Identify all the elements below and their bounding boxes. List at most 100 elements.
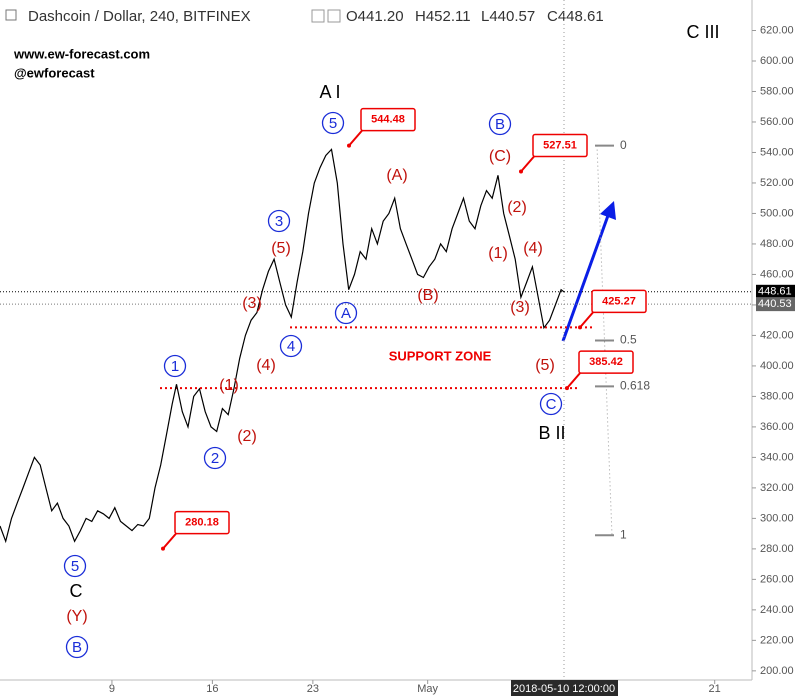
header: Dashcoin / Dollar, 240, BITFINEX O441.20… — [5, 8, 604, 80]
degree-label: B II — [538, 423, 565, 443]
wave-label: 5 — [329, 115, 337, 132]
ohlc-open: O441.20 — [346, 8, 404, 25]
level-dot — [161, 546, 165, 551]
wave-label: (2) — [237, 428, 257, 445]
level-pointer — [566, 372, 581, 389]
wave-circle — [163, 354, 187, 378]
wave-label: 3 — [275, 213, 283, 230]
wave-label: 1 — [171, 358, 179, 375]
y-tick-label: 200.00 — [760, 665, 794, 677]
y-tick-label: 580.00 — [760, 85, 794, 97]
y-tick-label: 480.00 — [760, 238, 794, 250]
price-line-series — [0, 148, 565, 544]
y-tick-label: 620.00 — [760, 24, 794, 36]
level-pointer — [579, 311, 594, 329]
forecast-arrow — [561, 209, 612, 342]
y-tick-label: 500.00 — [760, 207, 794, 219]
ohlc-high: H452.11 — [415, 8, 471, 25]
handle: @ewforecast — [14, 65, 95, 80]
y-tick-label: 280.00 — [760, 543, 794, 555]
wave-label: B — [72, 639, 82, 656]
fib-ratio: 1 — [620, 527, 627, 541]
price-tag — [756, 284, 795, 299]
wave-label: B — [495, 116, 505, 133]
price-tag-label: 440.53 — [758, 298, 792, 310]
y-tick-label: 420.00 — [760, 329, 794, 341]
wave-label: (3) — [242, 295, 262, 312]
wave-label: (3) — [510, 299, 530, 316]
cursor-tag — [511, 680, 618, 696]
wave-label: (Y) — [66, 608, 87, 625]
price-tag-label: 448.61 — [758, 286, 792, 298]
price-tag — [756, 297, 795, 312]
y-tick-label: 260.00 — [760, 573, 794, 585]
fib-ratio: 0 — [620, 138, 627, 152]
settings-icon — [327, 9, 341, 23]
level-box — [174, 510, 230, 535]
fib-ratio: 0.618 — [620, 379, 650, 393]
y-tick-label: 560.00 — [760, 116, 794, 128]
fib-connector — [596, 145, 613, 536]
level-pointer — [348, 129, 363, 147]
ohlc-close: C448.61 — [547, 8, 604, 25]
x-tick-label: May — [417, 683, 438, 695]
wave-label: 5 — [71, 558, 79, 575]
y-tick-label: 240.00 — [760, 604, 794, 616]
level-pointer — [520, 155, 535, 173]
wave-label: (4) — [256, 357, 276, 374]
wave-label: (4) — [523, 240, 543, 257]
wave-label: (5) — [271, 240, 291, 257]
y-tick-label: 220.00 — [760, 634, 794, 646]
degree-label: C III — [686, 22, 719, 42]
cursor-label: 2018-05-10 12:00:00 — [513, 683, 615, 695]
wave-label: (B) — [417, 287, 438, 304]
level-label: 527.51 — [543, 139, 577, 151]
y-tick-label: 360.00 — [760, 421, 794, 433]
wave-circle — [65, 635, 89, 659]
level-label: 544.48 — [371, 114, 405, 126]
level-box — [360, 107, 416, 132]
wave-label: (1) — [219, 377, 239, 394]
menu-icon — [5, 9, 17, 21]
wave-label: A — [341, 305, 351, 322]
level-label: 425.27 — [602, 295, 636, 307]
degree-label: A I — [319, 82, 340, 102]
wave-circle — [267, 209, 291, 233]
level-box — [578, 350, 634, 374]
y-tick-label: 400.00 — [760, 360, 794, 372]
y-axis-panel — [752, 0, 795, 696]
y-tick-label: 380.00 — [760, 390, 794, 402]
wave-label: (2) — [507, 199, 527, 216]
website: www.ew-forecast.com — [13, 46, 150, 61]
wave-circle — [539, 392, 563, 416]
level-dot — [347, 143, 351, 148]
level-label: 280.18 — [185, 517, 219, 529]
x-tick-label: 9 — [109, 683, 115, 695]
support-zone-label: SUPPORT ZONE — [389, 348, 492, 363]
wave-label: (5) — [535, 357, 555, 374]
x-tick-label: 16 — [206, 683, 218, 695]
y-tick-label: 600.00 — [760, 55, 794, 67]
wave-label: 2 — [211, 450, 219, 467]
level-box — [532, 133, 588, 158]
eye-icon — [311, 9, 325, 23]
y-tick-label: 460.00 — [760, 268, 794, 280]
y-tick-label: 540.00 — [760, 146, 794, 158]
x-tick-label: 23 — [307, 683, 319, 695]
y-tick-label: 520.00 — [760, 177, 794, 189]
y-tick-label: 340.00 — [760, 451, 794, 463]
wave-circle — [334, 301, 358, 325]
fib-ratio: 0.5 — [620, 333, 637, 347]
wave-label: (C) — [489, 148, 511, 165]
level-pointer — [162, 532, 177, 550]
wave-label: 4 — [287, 338, 295, 355]
level-dot — [565, 386, 569, 391]
y-tick-label: 300.00 — [760, 512, 794, 524]
wave-label: (1) — [488, 245, 508, 262]
y-tick-label: 320.00 — [760, 482, 794, 494]
symbol: Dashcoin / Dollar, 240, BITFINEX — [28, 8, 251, 25]
x-tick-label: 21 — [709, 683, 721, 695]
level-box — [591, 289, 647, 314]
degree-label: C — [70, 581, 83, 601]
